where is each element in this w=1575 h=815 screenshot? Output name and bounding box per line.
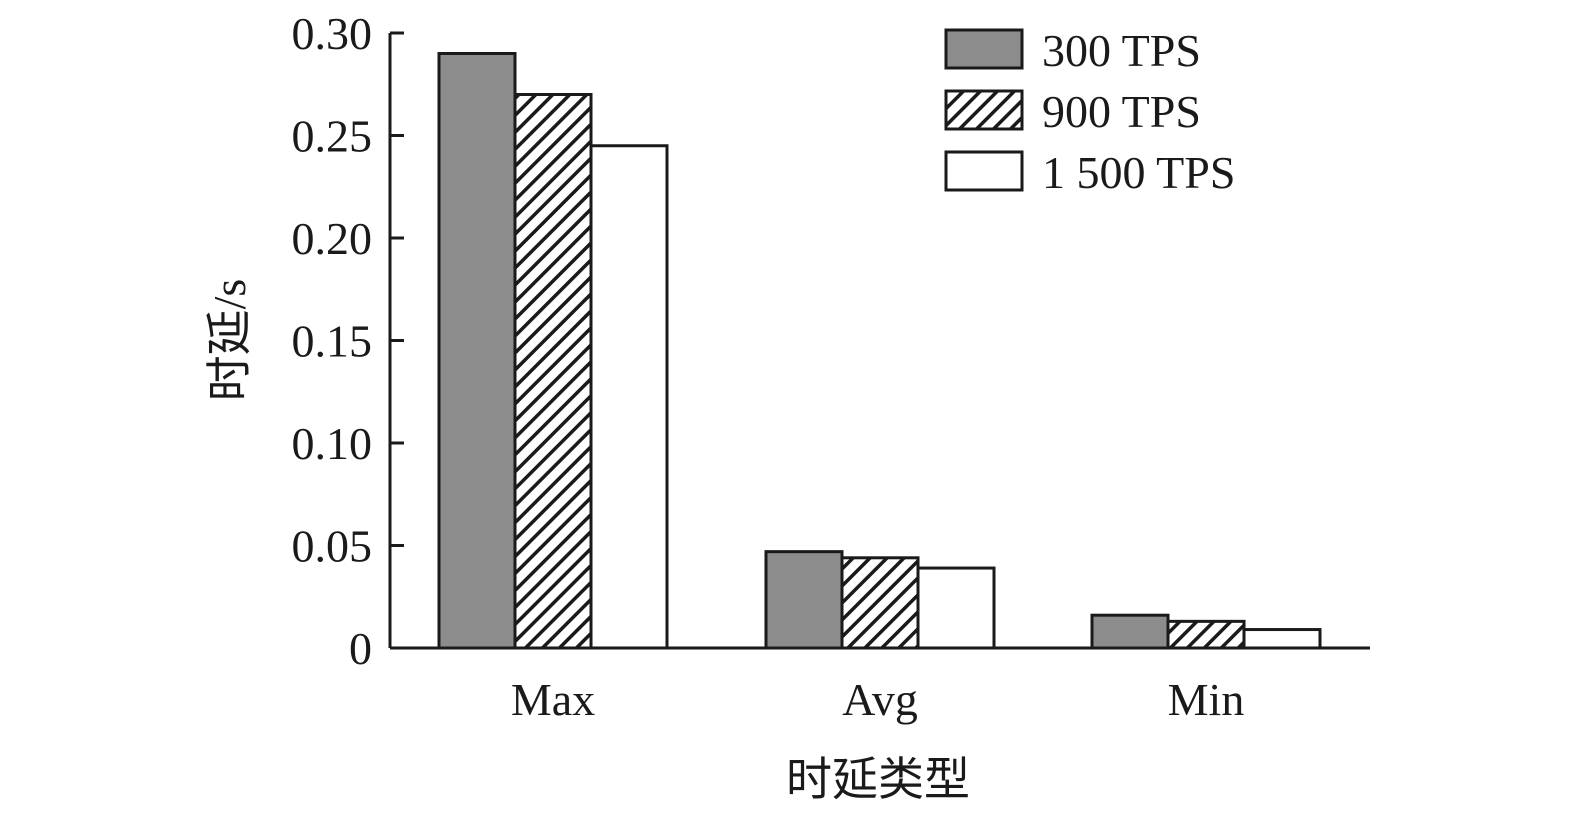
bar-max-series-2 bbox=[513, 93, 593, 650]
bar-min-series-3 bbox=[1242, 628, 1322, 650]
y-tick-label: 0.20 bbox=[292, 213, 373, 264]
legend-label: 1 500 TPS bbox=[1042, 147, 1235, 198]
x-category-label: Max bbox=[511, 674, 595, 725]
legend-swatch bbox=[944, 28, 1024, 70]
bar-min-series-1 bbox=[1090, 613, 1170, 650]
bar-max-series-3 bbox=[589, 144, 669, 650]
y-tick-label: 0 bbox=[349, 623, 372, 674]
x-category-label: Avg bbox=[842, 674, 918, 725]
x-axis-title: 时延类型 bbox=[786, 754, 970, 805]
y-tick-label: 0.05 bbox=[292, 521, 373, 572]
y-tick-label: 0.25 bbox=[292, 111, 373, 162]
bar-min-series-2 bbox=[1166, 619, 1246, 650]
legend-swatch bbox=[944, 150, 1024, 192]
y-tick-label: 0.30 bbox=[292, 8, 373, 59]
legend-label: 900 TPS bbox=[1042, 86, 1201, 137]
bar-avg-series-1 bbox=[764, 550, 844, 650]
bar-max-series-1 bbox=[437, 52, 517, 650]
x-category-labels: Max Avg Min bbox=[511, 674, 1245, 725]
y-tick-label: 0.10 bbox=[292, 418, 373, 469]
bar-avg-series-3 bbox=[916, 566, 996, 650]
y-ticks: 0 0.05 0.10 0.15 0.20 0.25 0.30 bbox=[292, 8, 404, 674]
bars-group bbox=[437, 52, 1322, 650]
legend-label: 300 TPS bbox=[1042, 25, 1201, 76]
y-tick-label: 0.15 bbox=[292, 316, 373, 367]
legend: 300 TPS 900 TPS 1 500 TPS bbox=[944, 25, 1235, 198]
legend-swatch bbox=[944, 89, 1024, 131]
x-category-label: Min bbox=[1168, 674, 1245, 725]
y-axis-title: 时延/s bbox=[204, 279, 255, 402]
bar-avg-series-2 bbox=[840, 556, 920, 650]
